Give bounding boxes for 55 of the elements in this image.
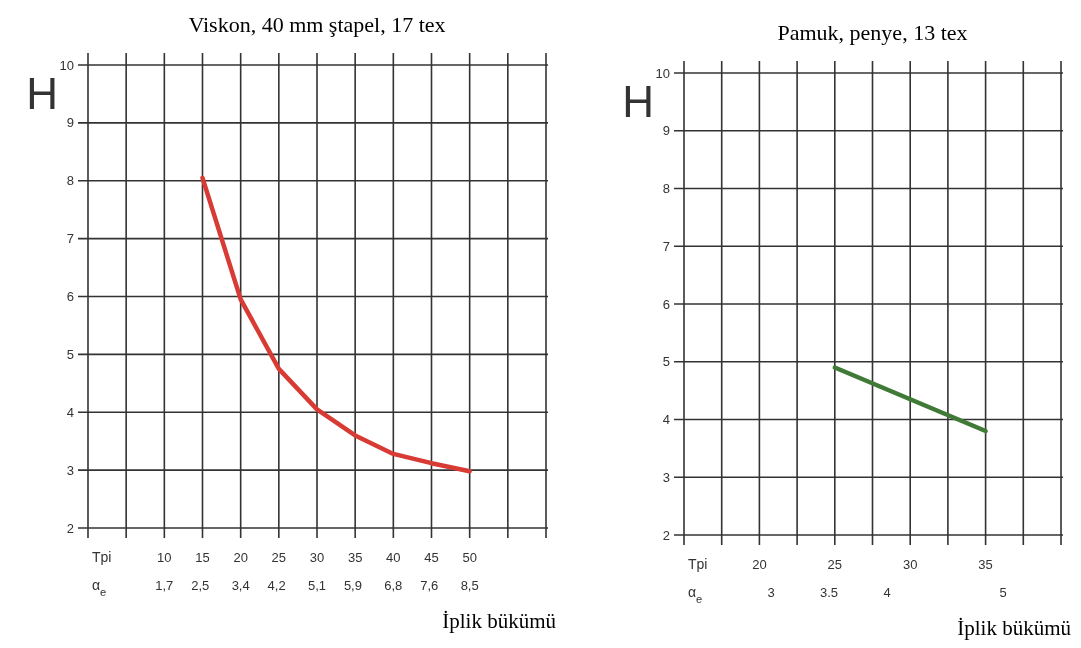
x2-tick-label: 3: [767, 585, 775, 600]
y-tick-label: 4: [66, 404, 74, 420]
x-tick-label: 25: [271, 550, 287, 565]
x-tick-label: 30: [902, 557, 918, 572]
y-tick-label: 5: [66, 346, 74, 362]
chart-title: Pamuk, penye, 13 tex: [777, 20, 968, 45]
y-tick-label: 7: [66, 231, 74, 247]
x-tick-label: 30: [309, 550, 325, 565]
x-tick-label: 10: [157, 550, 172, 565]
y-tick-label: 2: [66, 520, 74, 536]
x2-tick-label: 8,5: [460, 578, 479, 593]
y-tick-label: 9: [66, 115, 74, 131]
y-tick-label: 9: [662, 123, 670, 139]
x2-tick-label: 5: [999, 585, 1007, 600]
y-axis-title: H: [26, 69, 58, 119]
x-tick-label: 50: [462, 550, 477, 565]
y-tick-label: 6: [662, 296, 670, 312]
x2-tick-label: 7,6: [420, 578, 439, 593]
x-axis-title: İplik bükümü: [442, 609, 557, 633]
y-tick-label: 10: [655, 65, 670, 81]
chart-title: Viskon, 40 mm ştapel, 17 tex: [188, 12, 446, 37]
x-axis-title: İplik bükümü: [957, 616, 1072, 640]
x2-tick-label: 4: [883, 585, 891, 600]
x-tick-label: 40: [386, 550, 401, 565]
x2-tick-label: 4,2: [267, 578, 286, 593]
y-tick-label: 8: [662, 181, 670, 197]
x2-tick-label: 5,9: [343, 578, 362, 593]
y-tick-label: 5: [662, 354, 670, 370]
x-tick-label: 35: [978, 557, 993, 572]
y-tick-label: 3: [662, 469, 670, 485]
x2-tick-label: 2,5: [191, 578, 210, 593]
x2-tick-label: 3.5: [819, 585, 839, 600]
text: Tpi: [688, 556, 708, 572]
x-tick-label: 45: [424, 550, 439, 565]
line-series: [200, 175, 472, 474]
y-tick-label: 7: [662, 238, 670, 254]
x-tick-label: 15: [195, 550, 210, 565]
y-tick-label: 8: [66, 173, 74, 189]
y-tick-label: 2: [662, 527, 670, 543]
x2-tick-label: 5,1: [307, 578, 327, 593]
x2-tick-label: 6,8: [384, 578, 403, 593]
y-axis-title: H: [622, 77, 654, 127]
text: α$_{e}$: [688, 584, 703, 605]
text: Tpi: [92, 549, 112, 565]
text: α$_{e}$: [92, 577, 107, 598]
x-tick-label: 25: [827, 557, 843, 572]
x-tick-label: 35: [347, 550, 363, 565]
y-tick-label: 6: [66, 289, 74, 305]
y-tick-label: 10: [59, 57, 74, 73]
y-tick-label: 4: [662, 412, 670, 428]
x-tick-label: 20: [752, 557, 767, 572]
x2-tick-label: 3,4: [231, 578, 250, 593]
x2-tick-label: 1,7: [155, 578, 174, 593]
x-tick-label: 20: [233, 550, 248, 565]
y-tick-label: 3: [66, 462, 74, 478]
